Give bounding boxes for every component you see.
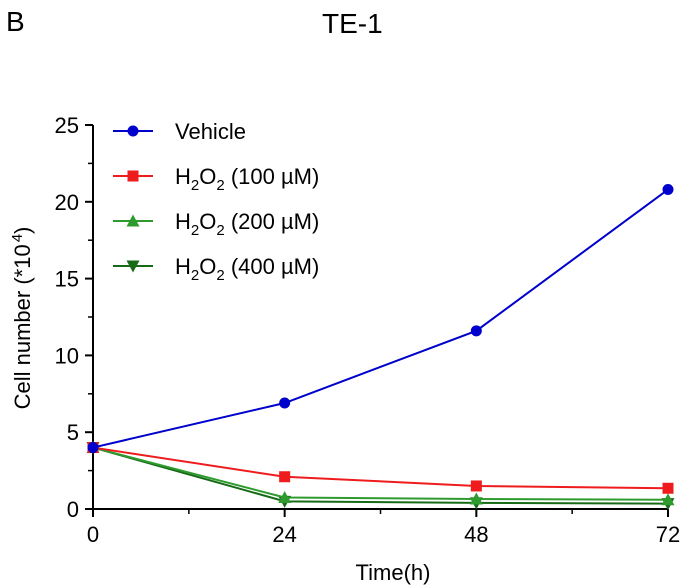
legend-swatch-marker (127, 170, 139, 182)
data-point (278, 490, 292, 503)
y-axis-label-superscript: 4 (9, 234, 26, 242)
y-axis-label-close: ) (10, 227, 35, 234)
y-axis-label: Cell number (*10 4) (9, 227, 35, 410)
legend-label-mid: O (199, 209, 216, 234)
legend-label-sub2: 2 (216, 267, 224, 284)
legend-label-sub1: 2 (191, 222, 199, 239)
y-tick-label: 10 (55, 343, 79, 368)
legend-label-post: (200 µM) (225, 209, 320, 234)
legend-label-post: (400 µM) (225, 254, 320, 279)
legend-label-pre: H (175, 209, 191, 234)
legend-label-pre: H (175, 164, 191, 189)
legend-label-mid: O (199, 164, 216, 189)
legend-item-2: H2O2 (200 µM) (113, 209, 319, 239)
y-tick-label: 0 (67, 497, 79, 522)
data-point (470, 325, 482, 337)
legend-item-3: H2O2 (400 µM) (113, 254, 319, 284)
legend-swatch-marker (127, 125, 139, 137)
data-point (279, 471, 291, 483)
x-tick-label: 72 (656, 522, 680, 547)
series-1 (87, 442, 674, 494)
legend-swatch-marker (126, 214, 140, 227)
legend-label: H2O2 (400 µM) (175, 254, 319, 284)
y-tick-label: 5 (67, 420, 79, 445)
series-line (92, 446, 669, 501)
series-line (92, 188, 669, 449)
legend-label: Vehicle (175, 119, 246, 144)
data-point (469, 492, 483, 505)
legend-label: H2O2 (100 µM) (175, 164, 319, 194)
panel-label: B (6, 6, 25, 37)
x-tick-label: 48 (464, 522, 488, 547)
y-axis-label-main: Cell number (*10 (10, 244, 35, 409)
data-point (279, 397, 291, 409)
legend-label-sub2: 2 (216, 222, 224, 239)
data-point (662, 482, 674, 494)
series-line (92, 446, 669, 490)
legend-item-1: H2O2 (100 µM) (113, 164, 319, 194)
legend-label-sub1: 2 (191, 267, 199, 284)
y-tick-label: 15 (55, 267, 79, 292)
legend-swatch-marker (126, 260, 140, 273)
chart-title: TE-1 (322, 8, 383, 39)
x-tick-label: 0 (87, 522, 99, 547)
legend-label-sub2: 2 (216, 177, 224, 194)
axes: 0 5 10 15 20 25 0 24 48 72 (55, 113, 681, 547)
data-point (470, 480, 482, 492)
legend-label-mid: O (199, 254, 216, 279)
legend-label-pre: Vehicle (175, 119, 246, 144)
legend-label-sub1: 2 (191, 177, 199, 194)
legend-label: H2O2 (200 µM) (175, 209, 319, 239)
x-axis-label: Time(h) (356, 560, 431, 585)
x-tick-label: 24 (272, 522, 296, 547)
y-tick-label: 25 (55, 113, 79, 138)
data-point (87, 442, 99, 454)
data-point (661, 493, 675, 506)
series-layer (86, 184, 675, 511)
y-tick-label: 20 (55, 190, 79, 215)
series-0 (87, 184, 674, 454)
series-2 (86, 441, 675, 506)
data-point (662, 184, 674, 196)
series-line (92, 446, 669, 505)
legend-label-pre: H (175, 254, 191, 279)
legend-item-0: Vehicle (113, 119, 246, 144)
legend-label-post: (100 µM) (225, 164, 320, 189)
